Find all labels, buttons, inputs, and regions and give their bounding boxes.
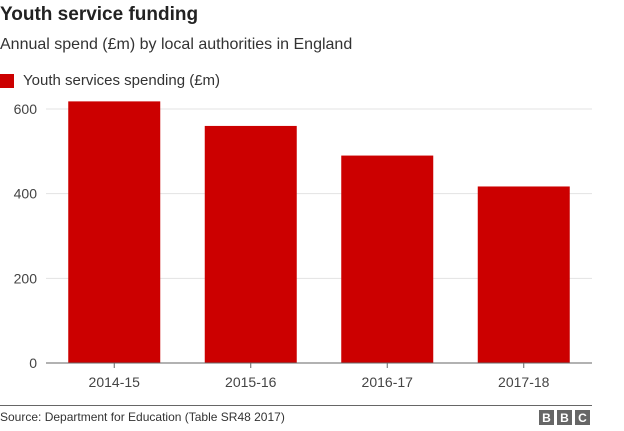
bars [68, 101, 570, 363]
y-tick-label: 200 [14, 270, 38, 286]
y-axis-ticks: 0 200 400 600 [14, 101, 38, 371]
x-tick-label: 2017-18 [498, 374, 550, 390]
x-axis-ticks: 2014-15 2015-16 2016-17 2017-18 [89, 363, 550, 390]
legend-label: Youth services spending (£m) [23, 72, 221, 89]
y-tick-label: 600 [14, 101, 38, 117]
chart-title: Youth service funding [0, 4, 199, 25]
chart-subtitle: Annual spend (£m) by local authorities i… [0, 36, 353, 53]
bar-2017-18 [477, 186, 570, 363]
footer-divider [0, 405, 592, 406]
legend: Youth services spending (£m) [0, 72, 220, 89]
bar-2016-17 [341, 155, 434, 363]
bbc-logo: B B C [539, 410, 590, 425]
x-tick-label: 2016-17 [362, 374, 414, 390]
x-tick-label: 2014-15 [89, 374, 141, 390]
source-note: Source: Department for Education (Table … [0, 410, 285, 424]
logo-letter: B [557, 410, 572, 425]
legend-swatch [0, 73, 14, 88]
logo-letter: B [539, 410, 554, 425]
x-tick-label: 2015-16 [225, 374, 277, 390]
bar-2015-16 [204, 125, 297, 363]
y-tick-label: 400 [14, 186, 38, 202]
logo-letter: C [575, 410, 590, 425]
bar-2014-15 [68, 101, 161, 363]
bar-chart: 0 200 400 600 2014-15 2015-16 2016-17 2017-18 [14, 101, 592, 390]
y-tick-label: 0 [29, 355, 37, 371]
